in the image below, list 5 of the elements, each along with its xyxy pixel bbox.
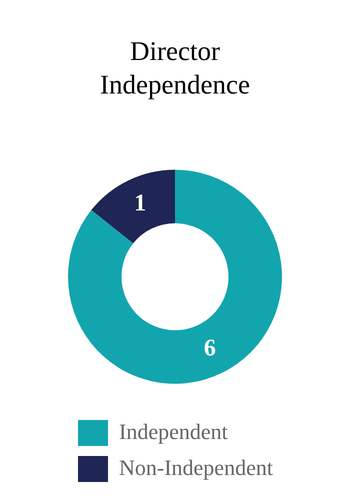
legend-label: Non-Independent	[119, 454, 273, 480]
data-label: 1	[134, 190, 146, 217]
chart-title: Director Independence	[100, 36, 250, 100]
data-label: 6	[204, 335, 216, 362]
legend-label: Independent	[119, 418, 228, 444]
